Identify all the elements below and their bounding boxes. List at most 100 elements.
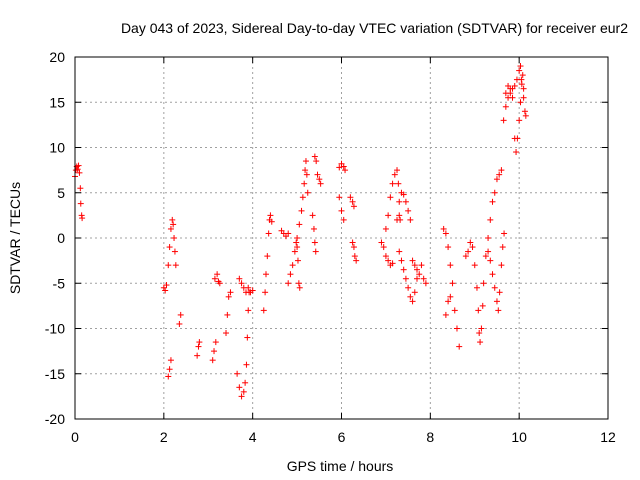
data-point (347, 194, 354, 201)
data-point (519, 72, 526, 79)
data-point (378, 239, 385, 246)
data-point (160, 284, 167, 291)
data-point (166, 366, 173, 373)
data-point (76, 169, 83, 176)
data-point (211, 275, 218, 282)
data-point (342, 167, 349, 174)
data-point (216, 280, 223, 287)
data-point (477, 339, 484, 346)
data-point (396, 212, 403, 219)
data-point (500, 117, 507, 124)
data-point (462, 253, 469, 260)
data-point (442, 230, 449, 237)
data-point (402, 275, 409, 282)
data-point (316, 176, 323, 183)
data-point (451, 307, 458, 314)
data-point (487, 216, 494, 223)
data-point (236, 275, 243, 282)
data-point (301, 180, 308, 187)
data-point (496, 289, 503, 296)
data-point (224, 311, 231, 318)
data-point (471, 262, 478, 269)
data-point (420, 275, 427, 282)
data-point (291, 248, 298, 255)
data-point (287, 271, 294, 278)
data-point (489, 271, 496, 278)
data-point (265, 230, 272, 237)
data-point (79, 215, 86, 222)
data-point (289, 262, 296, 269)
data-point (395, 180, 402, 187)
data-point (171, 235, 178, 241)
data-point (385, 212, 392, 219)
data-point (240, 388, 247, 395)
data-point (249, 287, 256, 294)
data-point (416, 271, 423, 278)
data-point (296, 284, 303, 291)
data-point (74, 166, 81, 173)
y-tick-label: 10 (49, 140, 65, 156)
data-point (385, 257, 392, 264)
data-point (295, 280, 302, 287)
data-point (317, 180, 324, 187)
data-point (405, 284, 412, 291)
data-point (414, 275, 421, 282)
data-point (303, 171, 310, 178)
x-tick-label: 12 (600, 429, 616, 445)
data-points (72, 63, 529, 400)
data-point (176, 320, 183, 327)
data-point (294, 244, 301, 251)
data-point (507, 90, 514, 97)
data-point (422, 280, 429, 287)
data-point (245, 307, 252, 314)
data-point (299, 194, 306, 201)
data-point (353, 257, 360, 264)
data-point (513, 76, 520, 83)
data-point (414, 266, 421, 273)
data-point (475, 307, 482, 314)
data-point (169, 216, 176, 223)
data-point (394, 167, 401, 174)
data-point (351, 253, 358, 260)
data-point (465, 248, 472, 255)
data-point (400, 191, 407, 198)
data-point (264, 253, 271, 260)
x-tick-label: 10 (511, 429, 527, 445)
data-point (243, 361, 250, 368)
data-point (469, 244, 476, 251)
data-point (482, 253, 489, 260)
data-point (521, 108, 528, 115)
data-point (262, 289, 269, 296)
data-point (309, 212, 316, 219)
data-point (409, 257, 416, 264)
data-point (267, 212, 274, 219)
data-point (238, 393, 245, 400)
data-point (491, 189, 498, 196)
data-point (298, 207, 305, 214)
data-point (389, 260, 396, 267)
x-tick-label: 2 (160, 429, 168, 445)
data-point (77, 185, 84, 192)
data-point (268, 218, 275, 225)
data-point (294, 257, 301, 264)
data-point (75, 162, 82, 169)
data-point (380, 244, 387, 251)
x-tick-label: 6 (338, 429, 346, 445)
x-tick-label: 4 (249, 429, 257, 445)
data-point (302, 167, 309, 174)
data-point (491, 284, 498, 291)
data-point (502, 103, 509, 110)
data-point (473, 284, 480, 291)
data-point (209, 357, 216, 364)
data-point (411, 262, 418, 269)
data-point (440, 225, 447, 232)
data-point (340, 216, 347, 223)
data-point (311, 153, 318, 160)
data-point (285, 280, 292, 287)
data-point (223, 330, 230, 337)
x-tick-label: 8 (426, 429, 434, 445)
x-tick-label: 0 (71, 429, 79, 445)
grid (75, 57, 608, 419)
data-point (409, 298, 416, 305)
